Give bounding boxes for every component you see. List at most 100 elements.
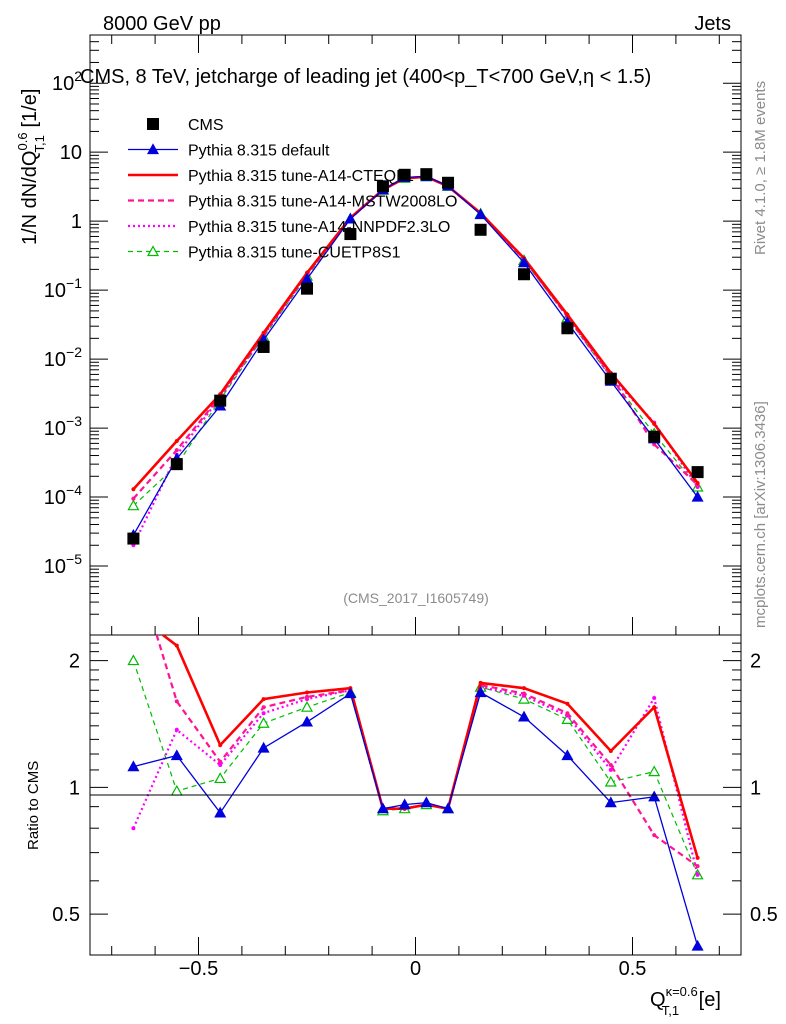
series-point-ratio — [218, 763, 223, 768]
legend-marker — [147, 118, 159, 130]
series-point-main — [127, 499, 140, 511]
series-point-ratio — [604, 796, 617, 808]
series-line-ratio — [133, 691, 699, 947]
series-point-ratio — [691, 939, 704, 951]
ratio-tick-label: 1 — [69, 777, 80, 799]
series-point-ratio — [517, 692, 531, 704]
ratio-tick-label-right: 2 — [750, 651, 761, 673]
series-point-main — [517, 256, 531, 268]
series-line-ratio — [160, 635, 699, 859]
series-point-ratio — [300, 715, 314, 727]
analysis-id: (CMS_2017_I1605749) — [343, 590, 489, 606]
series-point-ratio — [214, 772, 227, 784]
series-point-ratio — [565, 711, 570, 716]
y-tick-label: 10−2 — [44, 344, 82, 371]
series-point-ratio — [652, 833, 657, 838]
legend-marker — [146, 245, 160, 257]
legend-label: Pythia 8.315 default — [188, 143, 330, 160]
header-left: 8000 GeV pp — [103, 13, 221, 35]
legend: CMS Pythia 8.315 default Pythia 8.315 tune… — [128, 117, 457, 262]
x-tick-label: 0 — [410, 958, 421, 980]
series-point-ratio — [652, 705, 657, 710]
cms-data-point — [518, 268, 530, 281]
cms-data-point — [127, 532, 140, 545]
cms-data-point — [604, 372, 617, 385]
series-point-ratio — [257, 741, 270, 753]
series-point-ratio — [478, 680, 483, 685]
series-point-ratio — [257, 716, 270, 728]
x-axis-title: Qκ=0.6 T,1 [e] — [650, 984, 721, 1018]
legend-label: Pythia 8.315 tune-A14-CTEQL1 — [188, 168, 414, 185]
series-point-main — [474, 208, 487, 220]
cms-data-point — [691, 466, 704, 479]
y-axis-title-ratio: Ratio to CMS — [25, 761, 42, 850]
cms-data-point — [420, 168, 433, 181]
series-point-ratio — [305, 690, 309, 695]
series-point-ratio — [695, 864, 700, 869]
y-tick-label: 10−4 — [44, 482, 82, 509]
header-right: Jets — [694, 13, 731, 35]
plot-title: CMS, 8 TeV, jetcharge of leading jet (40… — [80, 66, 651, 88]
cms-data-point — [442, 176, 455, 189]
cms-data-point — [301, 282, 313, 295]
series-point-ratio — [131, 611, 135, 615]
y-tick-label: 1 — [71, 211, 82, 233]
mcplots-source: mcplots.cern.ch [arXiv:1306.3436] — [752, 401, 769, 628]
series-point-ratio — [442, 802, 455, 814]
series-point-main — [695, 480, 700, 485]
series-point-ratio — [214, 806, 227, 818]
ratio-tick-label-right: 1 — [750, 777, 761, 799]
series-point-ratio — [127, 760, 140, 772]
y-tick-label: 10 — [60, 142, 82, 164]
series-line-ratio — [155, 635, 699, 868]
series-point-main — [652, 421, 657, 426]
x-tick-label: −0.5 — [179, 958, 218, 980]
series-point-ratio — [565, 701, 570, 706]
y-tick-label: 102 — [52, 68, 82, 95]
series-point-ratio — [170, 749, 183, 761]
series-line-ratio — [132, 660, 699, 876]
series-point-ratio — [695, 872, 700, 877]
cms-data-point — [214, 394, 227, 407]
series-point-main — [261, 330, 266, 335]
series-point-main — [691, 490, 704, 502]
cms-data-point — [257, 340, 270, 353]
ratio-series-layer — [127, 611, 704, 951]
series-point-main — [565, 312, 570, 317]
ratio-tick-label: 2 — [69, 651, 80, 673]
series-point-ratio — [420, 796, 433, 808]
series-point-main — [344, 212, 357, 224]
series-point-main — [652, 442, 657, 447]
y-tick-label: 10−5 — [44, 551, 82, 578]
series-point-ratio — [398, 798, 411, 810]
series-point-main — [131, 496, 136, 501]
ratio-tick-label: 0.5 — [52, 904, 80, 926]
series-point-ratio — [652, 695, 657, 700]
legend-label: CMS — [188, 117, 224, 134]
cms-data-point — [561, 322, 574, 335]
series-point-ratio — [648, 790, 661, 802]
cms-data-point — [648, 430, 661, 443]
rivet-version: Rivet 4.1.0, ≥ 1.8M events — [752, 81, 769, 255]
axis-ticks: −0.5 0 0.5 10−5 10−4 10−3 10−2 10−1 1 10 102 0.5 0.5… — [44, 34, 778, 980]
series-point-main — [174, 448, 179, 453]
series-point-ratio — [127, 654, 140, 666]
cms-data-point — [398, 168, 411, 181]
series-point-ratio — [174, 699, 179, 704]
series-point-ratio — [522, 686, 526, 691]
series-point-main — [131, 487, 136, 492]
series-point-ratio — [261, 711, 266, 716]
series-point-ratio — [608, 748, 613, 753]
series-point-ratio — [522, 691, 526, 696]
series-point-ratio — [695, 855, 700, 860]
legend-label: Pythia 8.315 tune-CUETP8S1 — [188, 245, 401, 262]
series-point-main — [174, 438, 179, 443]
y-tick-label: 10−3 — [44, 413, 82, 440]
x-tick-label: 0.5 — [619, 958, 647, 980]
cms-data-point — [474, 223, 487, 236]
cms-data-point — [376, 180, 389, 193]
y-tick-label: 10−1 — [44, 275, 82, 302]
series-point-ratio — [131, 826, 136, 831]
legend-marker — [146, 143, 160, 155]
series-point-ratio — [608, 767, 613, 772]
